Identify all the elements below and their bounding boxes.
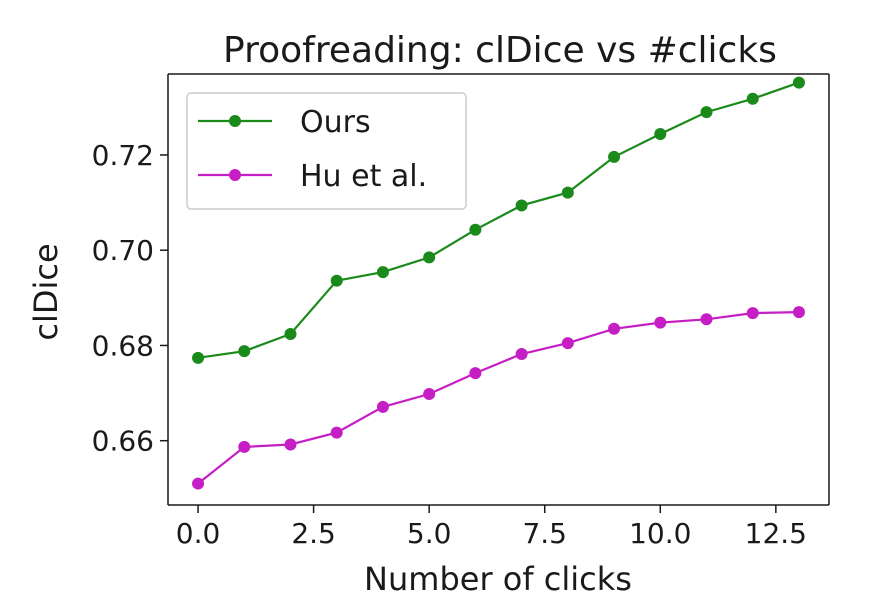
- data-point: [608, 150, 621, 163]
- y-axis-label: clDice: [27, 243, 65, 340]
- x-tick-label: 10.0: [629, 517, 691, 550]
- legend-marker: [229, 169, 241, 181]
- data-point: [192, 477, 205, 490]
- data-point: [284, 328, 297, 341]
- data-point: [700, 106, 713, 119]
- data-point: [792, 76, 805, 89]
- data-point: [654, 316, 667, 329]
- data-point: [561, 337, 574, 350]
- data-point: [700, 313, 713, 326]
- x-axis-ticks: 0.0 2.5 5.0 7.5 10.0 12.5: [176, 505, 807, 550]
- legend-label: Hu et al.: [300, 159, 427, 194]
- x-tick-label: 7.5: [522, 517, 567, 550]
- data-point: [423, 388, 436, 401]
- y-tick-label: 0.70: [92, 234, 154, 267]
- data-point: [238, 440, 251, 453]
- data-point: [376, 400, 389, 413]
- legend-entry: Ours: [198, 105, 371, 140]
- x-tick-label: 5.0: [407, 517, 452, 550]
- legend-label: Ours: [300, 105, 371, 140]
- y-tick-label: 0.72: [92, 139, 154, 172]
- data-point: [238, 345, 251, 358]
- data-point: [330, 274, 343, 287]
- series-ours: [192, 76, 805, 364]
- data-point: [330, 426, 343, 439]
- chart-title: Proofreading: clDice vs #clicks: [223, 30, 777, 71]
- legend: Ours Hu et al.: [186, 92, 467, 210]
- series-layer: [192, 76, 805, 490]
- data-point: [192, 351, 205, 364]
- data-point: [376, 266, 389, 279]
- legend-marker: [229, 115, 241, 127]
- data-point: [515, 199, 528, 212]
- data-point: [423, 251, 436, 264]
- y-axis-ticks: 0.66 0.68 0.70 0.72: [92, 139, 168, 458]
- data-point: [746, 92, 759, 105]
- data-point: [654, 128, 667, 141]
- y-tick-label: 0.68: [92, 329, 154, 362]
- data-point: [515, 348, 528, 361]
- data-point: [284, 438, 297, 451]
- data-point: [469, 223, 482, 236]
- data-point: [792, 306, 805, 319]
- series-hu-et-al: [192, 306, 805, 490]
- y-tick-label: 0.66: [92, 425, 154, 458]
- x-axis-label: Number of clicks: [364, 560, 632, 598]
- legend-entry: Hu et al.: [198, 159, 427, 194]
- data-point: [746, 307, 759, 320]
- data-point: [561, 186, 574, 199]
- x-tick-label: 2.5: [291, 517, 336, 550]
- x-tick-label: 12.5: [745, 517, 807, 550]
- data-point: [469, 367, 482, 380]
- series-line: [197, 81, 800, 359]
- data-point: [608, 322, 621, 335]
- plot-area: [167, 73, 830, 506]
- series-line: [197, 311, 800, 485]
- x-tick-label: 0.0: [176, 517, 221, 550]
